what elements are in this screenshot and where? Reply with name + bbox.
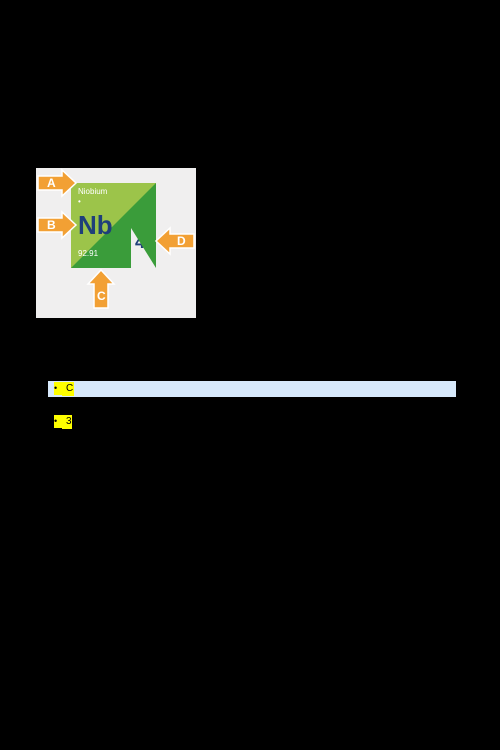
option-label: 4 — [62, 432, 72, 446]
option-label: C — [62, 382, 74, 396]
q1-option[interactable]: • B — [48, 365, 456, 381]
arrow-b: B — [38, 212, 76, 238]
q2-options: • 3 • 4 • 5 — [48, 414, 456, 464]
arrow-c-label: C — [97, 289, 106, 303]
element-symbol: Nb — [78, 210, 113, 240]
element-mass: 92.91 — [78, 249, 99, 258]
bullet-icon: • — [54, 415, 62, 428]
q1-option[interactable]: • D — [48, 398, 456, 414]
element-diagram: Niobium • Nb 92.91 41 A — [36, 168, 196, 318]
arrow-a: A — [38, 170, 76, 196]
arrow-b-label: B — [47, 218, 56, 232]
option-label: 3 — [62, 415, 72, 429]
element-name: Niobium — [78, 187, 108, 196]
arrow-c: C — [88, 270, 114, 308]
bullet-icon: • — [54, 366, 62, 379]
arrow-a-label: A — [47, 176, 56, 190]
q2-option[interactable]: • 5 — [48, 447, 456, 463]
q1-option-correct[interactable]: • C — [48, 381, 456, 397]
option-label: D — [62, 399, 74, 413]
q2-option[interactable]: • 3 — [48, 414, 456, 430]
arrow-d-label: D — [177, 234, 186, 248]
page: Niobium • Nb 92.91 41 A — [0, 0, 500, 750]
bullet-icon: • — [54, 448, 62, 461]
q1-option[interactable]: • A — [48, 348, 456, 364]
option-label: B — [62, 366, 73, 380]
bullet-icon: • — [54, 349, 62, 362]
bullet-icon: • — [54, 432, 62, 445]
option-label: A — [62, 349, 73, 363]
q1-options: • A • B • C • D — [48, 348, 456, 414]
option-label: 5 — [62, 448, 72, 462]
bullet-icon: • — [54, 399, 62, 412]
bullet-icon: • — [54, 382, 62, 395]
element-dot: • — [78, 197, 81, 206]
q2-option[interactable]: • 4 — [48, 431, 456, 447]
